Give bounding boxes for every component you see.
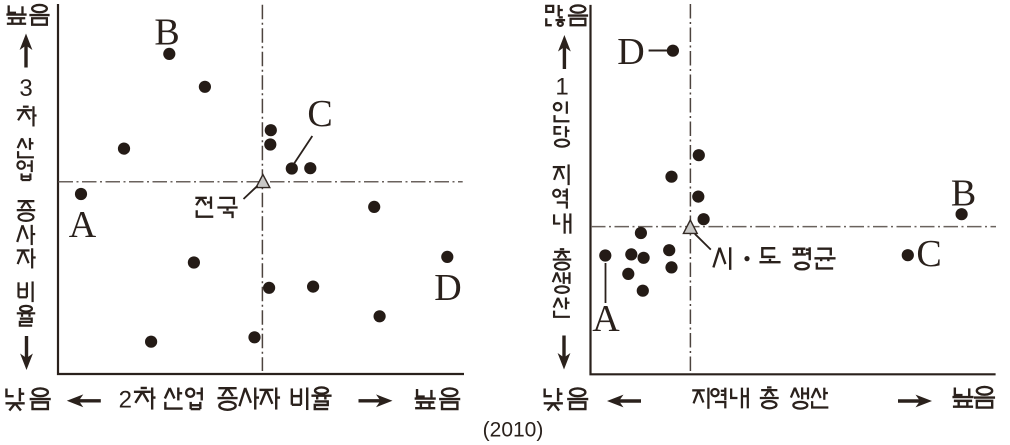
svg-text:A: A xyxy=(592,298,620,340)
svg-text:3: 3 xyxy=(19,75,32,102)
svg-text:2: 2 xyxy=(119,387,132,414)
svg-text:B: B xyxy=(951,173,976,215)
svg-text:(2010): (2010) xyxy=(483,419,544,442)
svg-text:1: 1 xyxy=(555,74,568,101)
svg-text:D: D xyxy=(434,267,461,309)
svg-text:C: C xyxy=(916,233,941,275)
svg-text:A: A xyxy=(69,204,97,246)
svg-text:D: D xyxy=(617,31,644,73)
svg-text:C: C xyxy=(307,93,332,135)
svg-text:B: B xyxy=(154,11,179,53)
